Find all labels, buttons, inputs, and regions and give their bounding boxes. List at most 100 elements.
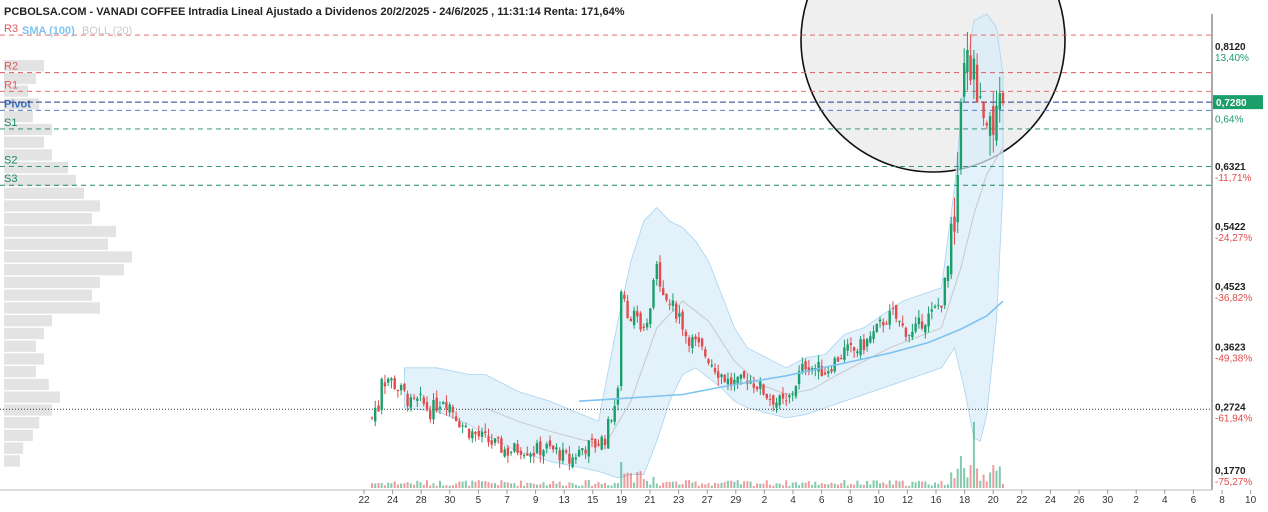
volume-profile-bar (4, 315, 52, 327)
candle-body (639, 313, 642, 330)
candle-body (467, 429, 471, 438)
chart-title: PCBOLSA.COM - VANADI COFFEE Intradia Lin… (4, 6, 625, 18)
volume-bar (442, 485, 445, 488)
volume-bar (396, 484, 399, 488)
volume-bar (523, 485, 526, 488)
candle-body (526, 453, 529, 456)
candle-body (691, 337, 694, 349)
candle-body (846, 344, 849, 351)
volume-bar (510, 483, 513, 488)
candle-body (717, 371, 720, 378)
candle-body (577, 449, 581, 457)
candle-body (552, 445, 555, 450)
candle-body (823, 372, 827, 375)
x-tick-label: 22 (358, 495, 370, 506)
candle-body (597, 444, 600, 446)
candle-body (895, 304, 898, 319)
volume-profile-bar (4, 327, 44, 340)
x-tick-label: 5 (476, 495, 482, 506)
x-tick-label: 30 (1102, 495, 1114, 506)
candle-body (920, 321, 924, 329)
candle-body (675, 303, 678, 319)
candle-body (875, 323, 878, 332)
candle-body (982, 101, 985, 119)
volume-bar (688, 480, 691, 488)
pct-tick-label: -11,71% (1215, 173, 1252, 184)
volume-bar (587, 480, 590, 488)
volume-bar (474, 482, 477, 488)
volume-bar (451, 485, 454, 488)
candle-body (933, 306, 937, 308)
candle-body (668, 303, 671, 305)
candle-body (454, 416, 458, 421)
candle-body (914, 323, 917, 332)
candle-body (830, 369, 833, 372)
candle-body (765, 393, 768, 399)
volume-profile-bar (4, 200, 100, 212)
volume-profile-bar (4, 276, 100, 289)
x-tick-label: 10 (1245, 495, 1257, 506)
volume-bar (445, 485, 448, 488)
volume-bar (714, 482, 716, 488)
pct-tick-label: 13,40% (1215, 53, 1249, 64)
candle-body (720, 374, 723, 377)
volume-bar (377, 483, 380, 488)
pct-tick-label: -49,38% (1215, 353, 1252, 364)
candle-body (959, 101, 963, 169)
candle-body (607, 419, 610, 449)
candle-body (950, 223, 953, 275)
volume-bar (775, 483, 778, 488)
candle-body (852, 347, 856, 351)
volume-bar (594, 483, 597, 488)
volume-bar (439, 480, 441, 488)
legend-sma: SMA (100) (22, 25, 75, 37)
candle-body (519, 450, 523, 455)
volume-bar (798, 485, 801, 488)
candle-body (856, 351, 859, 354)
pivot-label-s2: S2 (4, 155, 17, 167)
volume-bar (882, 482, 885, 488)
volume-bar (782, 485, 784, 488)
candle-body (652, 280, 655, 308)
candle-body (924, 325, 927, 333)
candle-body (843, 347, 846, 360)
y-tick-label: 0,1770 (1215, 466, 1246, 477)
volume-bar (862, 484, 865, 488)
candle-body (966, 50, 969, 73)
candle-body (930, 309, 933, 312)
candle-body (616, 388, 620, 405)
volume-bar (730, 480, 733, 488)
volume-bar (940, 481, 943, 488)
candle-body (901, 323, 904, 326)
volume-bar (484, 481, 487, 488)
volume-bar (393, 481, 396, 488)
volume-bar (901, 480, 904, 488)
volume-bar (697, 485, 700, 488)
candle-body (736, 376, 739, 384)
candle-body (726, 378, 730, 385)
candle-body (461, 425, 464, 427)
volume-bar (756, 483, 759, 488)
volume-bar (584, 480, 587, 488)
volume-bar (684, 480, 687, 488)
candle-body (655, 264, 658, 279)
pct-tick-label: 0,64% (1215, 114, 1243, 125)
volume-bar (471, 480, 474, 488)
candle-body (506, 447, 510, 456)
volume-bar (691, 482, 694, 488)
volume-bar (736, 480, 739, 488)
candle-body (587, 440, 590, 457)
volume-profile-bar (4, 162, 68, 174)
candle-body (762, 384, 765, 395)
candle-body (707, 359, 710, 364)
candle-body (435, 397, 438, 411)
volume-bar (620, 462, 623, 488)
volume-bar (406, 482, 409, 488)
x-tick-label: 21 (644, 495, 656, 506)
candle-body (953, 216, 956, 232)
volume-bar (542, 482, 545, 488)
volume-bar (503, 482, 506, 488)
candle-body (442, 402, 445, 405)
pivot-label-pivot: Pivot (4, 98, 31, 110)
volume-bar (956, 468, 959, 488)
